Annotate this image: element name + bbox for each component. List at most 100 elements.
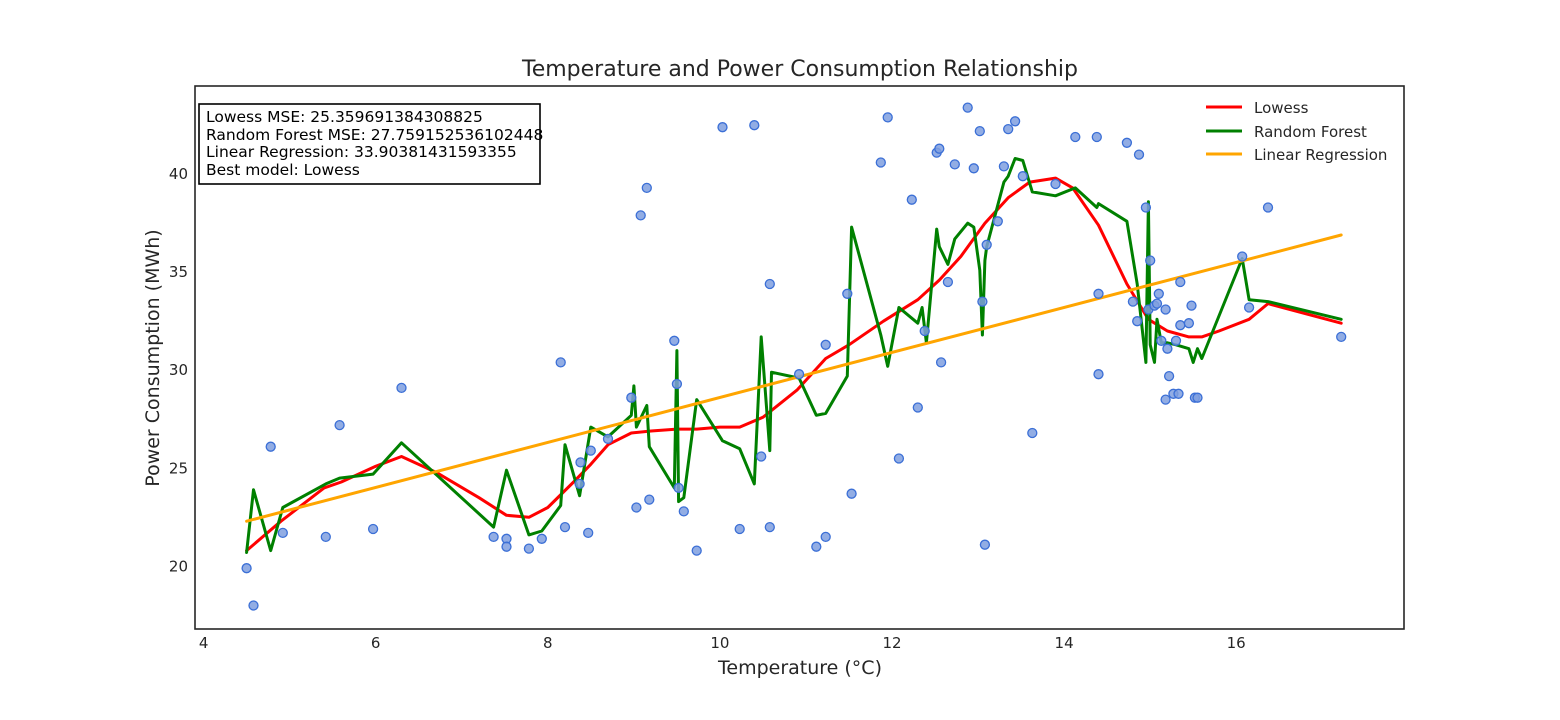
- scatter-point-21: [631, 502, 642, 513]
- legend-label-linear-regression: Linear Regression: [1254, 146, 1387, 164]
- x-tick-label-10: 10: [710, 634, 729, 652]
- scatter-point-45: [906, 194, 917, 205]
- x-axis-ticks: 4 6 8 10 12 14 16: [199, 634, 1246, 652]
- scatter-point-29: [691, 545, 702, 556]
- scatter-point-5: [334, 419, 345, 431]
- scatter-point-6: [367, 523, 379, 535]
- scatter-point-63: [1017, 171, 1028, 182]
- scatter-point-51: [942, 276, 954, 288]
- scatter-point-32: [749, 120, 760, 131]
- scatter-point-18: [585, 445, 596, 456]
- scatter-point-84: [1163, 370, 1175, 382]
- scatter-point-27: [673, 482, 684, 494]
- scatter-point-53: [962, 102, 973, 113]
- scatter-point-47: [919, 325, 930, 337]
- scatter-point-56: [977, 296, 988, 307]
- scatter-point-15: [574, 478, 585, 490]
- scatter-point-2: [265, 441, 276, 452]
- scatter-point-43: [882, 112, 893, 123]
- scatter-point-46: [912, 402, 923, 413]
- scatter-point-81: [1160, 304, 1171, 315]
- scatter-point-95: [1243, 302, 1255, 313]
- scatter-point-7: [396, 382, 407, 394]
- stats-random-forest-mse: Random Forest MSE: 27.759152536102448: [206, 126, 543, 144]
- stats-box-frame: [198, 103, 541, 185]
- stats-linear-regression: Linear Regression: 33.90381431593355: [206, 143, 517, 161]
- scatter-point-60: [998, 161, 1010, 172]
- x-tick-label-14: 14: [1055, 634, 1074, 652]
- scatter-point-38: [820, 531, 831, 543]
- scatter-point-54: [968, 163, 979, 174]
- scatter-point-4: [320, 531, 331, 543]
- series-line-random-forest: [245, 157, 1343, 554]
- scatter-point-70: [1121, 137, 1133, 148]
- scatter-point-39: [820, 339, 831, 350]
- scatter-point-62: [1009, 116, 1021, 127]
- y-tick-label-25: 25: [169, 459, 188, 477]
- scatter-point-52: [949, 159, 960, 170]
- scatter-point-88: [1175, 276, 1186, 288]
- scatter-point-79: [1153, 288, 1164, 299]
- series-line-linear-regression: [245, 233, 1343, 523]
- scatter-point-44: [893, 453, 905, 464]
- y-tick-label-20: 20: [169, 557, 188, 575]
- scatter-point-58: [981, 239, 992, 250]
- scatter-point-59: [992, 216, 1003, 227]
- y-axis-ticks: 20 25 30 35 40: [169, 165, 188, 575]
- scatter-point-83: [1162, 343, 1173, 354]
- x-tick-label-4: 4: [199, 634, 209, 652]
- legend-label-random-forest: Random Forest: [1254, 123, 1367, 141]
- x-tick-label-12: 12: [882, 634, 901, 652]
- scatter-point-94: [1237, 251, 1248, 262]
- scatter-point-89: [1175, 320, 1186, 331]
- scatter-point-1: [248, 600, 259, 611]
- scatter-point-69: [1093, 288, 1104, 299]
- scatter-point-22: [635, 210, 646, 221]
- stats-best-model: Best model: Lowess: [206, 161, 360, 179]
- scatter-point-11: [523, 543, 535, 554]
- scatter-points: [241, 102, 1347, 611]
- scatter-point-10: [501, 541, 512, 552]
- scatter-point-42: [875, 157, 886, 168]
- y-axis-label: Power Consumption (MWh): [142, 229, 164, 486]
- chart-title: Temperature and Power Consumption Relati…: [521, 57, 1078, 82]
- series-lines: [245, 157, 1343, 554]
- scatter-point-0: [241, 563, 252, 574]
- scatter-point-67: [1091, 131, 1102, 143]
- scatter-point-13: [555, 357, 566, 368]
- scatter-point-20: [626, 392, 637, 403]
- scatter-point-50: [935, 357, 947, 368]
- scatter-point-82: [1160, 394, 1171, 405]
- scatter-point-74: [1140, 202, 1152, 213]
- scatter-point-36: [793, 369, 805, 380]
- x-axis-label: Temperature (°C): [717, 657, 882, 679]
- scatter-point-23: [641, 182, 652, 194]
- scatter-point-72: [1132, 316, 1143, 327]
- scatter-point-26: [671, 378, 683, 390]
- scatter-point-12: [536, 533, 547, 544]
- scatter-point-55: [974, 125, 985, 137]
- scatter-point-31: [734, 523, 745, 535]
- scatter-point-78: [1151, 298, 1163, 309]
- scatter-point-61: [1003, 123, 1014, 135]
- stats-lowess-mse: Lowess MSE: 25.359691384308825: [206, 108, 483, 126]
- scatter-point-93: [1192, 392, 1203, 403]
- scatter-point-65: [1050, 178, 1061, 190]
- x-tick-label-16: 16: [1227, 634, 1246, 652]
- y-tick-label-30: 30: [169, 361, 188, 379]
- scatter-point-35: [764, 521, 775, 533]
- scatter-point-64: [1027, 427, 1038, 439]
- scatter-point-86: [1170, 335, 1182, 346]
- x-tick-label-6: 6: [371, 634, 381, 652]
- scatter-point-8: [488, 531, 499, 543]
- scatter-point-14: [559, 521, 571, 533]
- scatter-point-76: [1145, 255, 1156, 266]
- scatter-point-91: [1186, 300, 1197, 311]
- scatter-point-96: [1262, 202, 1274, 213]
- scatter-point-30: [717, 122, 728, 133]
- scatter-point-25: [669, 335, 680, 346]
- scatter-point-3: [277, 527, 288, 539]
- scatter-point-71: [1127, 296, 1139, 307]
